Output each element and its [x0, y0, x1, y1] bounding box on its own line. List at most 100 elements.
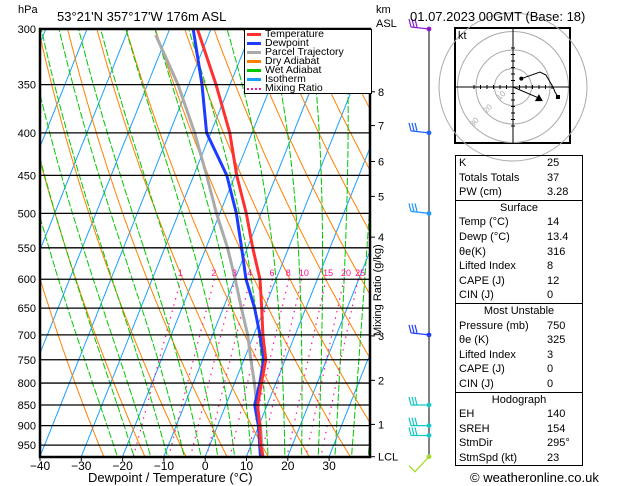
wet-adiabat-line [226, 29, 286, 457]
index-row: Lifted Index 3 [456, 348, 582, 363]
wind-barb [408, 396, 432, 408]
dry-adiabat-line [586, 17, 629, 464]
x-tick-label: 30 [322, 459, 336, 473]
wind-barb-feather [411, 396, 415, 406]
wind-barb-feather [411, 417, 415, 426]
pressure-tick-label: 700 [18, 330, 36, 342]
index-row: Lifted Index 8 [456, 259, 582, 274]
index-value: 37 [547, 171, 560, 184]
wet-adiabat-line [334, 29, 349, 457]
isotherm-line [40, 29, 129, 252]
index-row: Dewp (°C) 13.4 [456, 230, 582, 245]
index-row: PW (cm) 3.28 [456, 185, 582, 200]
wind-barb-feather [414, 324, 418, 334]
legend-item: Isotherm [245, 74, 371, 84]
isotherm-line [40, 29, 171, 355]
legend-swatch [247, 87, 261, 90]
x-tick-label: −20 [112, 459, 133, 473]
x-tick-label: −40 [30, 459, 51, 473]
wind-barb-feather [414, 18, 418, 28]
mixing-ratio-label: 1 [178, 268, 183, 278]
plot-area [0, 17, 629, 464]
km-tick-label: LCL [378, 452, 398, 464]
hodograph-section: Hodograph EH 140 SREH 154 StmDir 295° StmSpd (… [455, 391, 583, 467]
index-value: 0 [547, 377, 554, 390]
km-tick-label: 8 [378, 87, 384, 99]
dry-adiabat-line [301, 29, 370, 172]
pressure-tick-label: 400 [18, 128, 36, 140]
index-label: CIN (J) [459, 289, 494, 302]
wind-barb-feather [414, 427, 418, 436]
index-row: Temp (°C) 14 [456, 215, 582, 230]
datetime-title: 01.07.2023 00GMT (Base: 18) [410, 9, 586, 24]
isotherm-line [121, 29, 295, 457]
pressure-tick-label: 300 [18, 24, 36, 36]
dry-adiabat-line [213, 29, 370, 360]
legend-item: Wet Adiabat [245, 65, 371, 75]
index-value: 295° [547, 437, 570, 450]
legend-item: Temperature [245, 29, 371, 39]
mixing-ratio-label: 15 [323, 268, 333, 278]
x-tick-label: 0 [202, 459, 209, 473]
storm-motion-vector [512, 86, 540, 99]
pressure-tick-label: 750 [18, 355, 36, 367]
wind-barb-shaft [410, 26, 430, 30]
wind-barb-shaft [410, 130, 430, 134]
wet-adiabat-line [267, 29, 303, 457]
wind-barb-shaft [410, 210, 430, 215]
wet-adiabat-line [308, 29, 324, 457]
dry-adiabat-line [242, 29, 370, 296]
index-label: StmSpd (kt) [459, 451, 518, 464]
wind-barb-feather [408, 18, 412, 28]
km-tick-label: 4 [378, 232, 384, 244]
index-value: 0 [547, 289, 554, 302]
index-row: SREH 154 [456, 422, 582, 437]
mixing-ratio-line [132, 279, 182, 457]
wind-barb [408, 454, 432, 473]
x-tick-label: 20 [281, 459, 295, 473]
index-label: EH [459, 408, 475, 421]
wet-adiabat-line [154, 29, 252, 457]
km-tick-label: 5 [378, 191, 384, 203]
wet-adiabat-line [367, 430, 370, 457]
km-tick-label: 6 [378, 156, 384, 168]
isotherm-line [0, 17, 9, 464]
legend-swatch [247, 42, 261, 45]
wind-barb [408, 427, 432, 438]
dry-adiabat-line [184, 29, 370, 424]
wind-barb [408, 122, 432, 136]
index-value: 12 [547, 274, 560, 287]
legend-label: Parcel Trajectory [265, 46, 344, 58]
pressure-tick-label: 550 [18, 243, 36, 255]
wet-adiabat-line [125, 29, 236, 457]
wet-adiabat-line [40, 215, 119, 457]
wind-barb [408, 18, 432, 32]
km-label: km [376, 4, 391, 16]
index-row: StmSpd (kt) 23 [456, 451, 582, 466]
dry-adiabat-line [271, 29, 370, 233]
index-row: K 25 [456, 156, 582, 171]
wind-barb [408, 417, 432, 428]
isotherm-line [287, 249, 370, 457]
km-tick-label: 2 [378, 375, 384, 387]
mixing-ratio-label: 8 [286, 268, 291, 278]
pressure-tick-label: 650 [18, 303, 36, 315]
pressure-tick-label: 500 [18, 208, 36, 220]
mixing-ratio-axis-label: Mixing Ratio (g/kg) [372, 244, 384, 336]
index-row: θe(K) 316 [456, 245, 582, 260]
wet-adiabat-line [58, 29, 185, 457]
mixing-ratio-line [167, 279, 215, 457]
index-value: 750 [547, 319, 566, 332]
mixing-ratio-label: 6 [269, 268, 274, 278]
asl-label: ASL [376, 18, 397, 30]
wind-barb-feather [408, 417, 412, 426]
wet-adiabat-line [351, 194, 370, 457]
index-row: CAPE (J) 12 [456, 274, 582, 289]
mixing-ratio-label: 4 [247, 268, 252, 278]
isotherm-line [40, 29, 88, 149]
wind-barb [408, 203, 432, 216]
wind-barb [408, 324, 432, 338]
pressure-tick-label: 950 [18, 440, 36, 452]
index-label: Pressure (mb) [459, 319, 529, 332]
storm-motion-marker [534, 94, 543, 102]
